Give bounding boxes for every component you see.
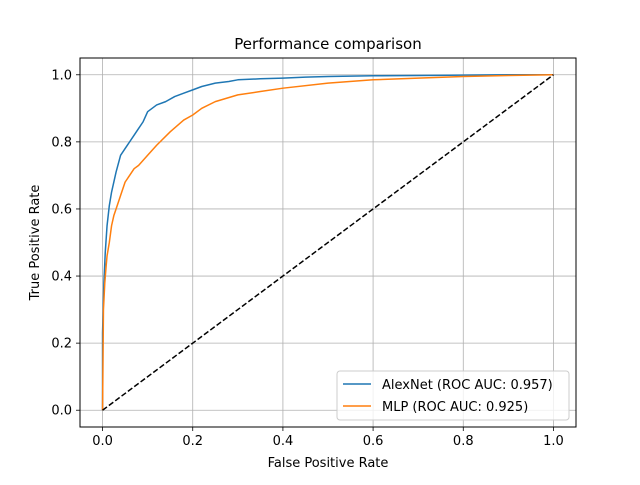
- axes-frame: [79, 57, 577, 428]
- x-axis-label: False Positive Rate: [268, 456, 389, 471]
- x-tick-label: 0.2: [182, 434, 203, 449]
- y-axis-label: True Positive Rate: [28, 185, 43, 302]
- x-tick-label: 0.0: [92, 434, 113, 449]
- y-tick-label: 0.4: [51, 270, 72, 285]
- ticks: 0.0 0.2 0.4 0.6 0.8 1.0 0.0 0.2 0.4 0.6 0.8 1.0: [51, 68, 563, 449]
- chance-diagonal-line: [102, 74, 554, 411]
- y-tick-label: 0.6: [51, 202, 72, 217]
- y-tick-label: 0.0: [51, 404, 72, 419]
- x-tick-label: 1.0: [543, 434, 564, 449]
- y-tick-label: 0.8: [51, 135, 72, 150]
- y-tick-label: 0.2: [51, 337, 72, 352]
- legend-box: [336, 370, 570, 421]
- legend-label-alexnet: AlexNet (ROC AUC: 0.957): [382, 378, 553, 393]
- x-tick-label: 0.6: [363, 434, 384, 449]
- grid: [80, 58, 576, 427]
- legend: AlexNet (ROC AUC: 0.957) MLP (ROC AUC: 0…: [336, 370, 570, 421]
- alexnet-roc-line: [101, 74, 554, 411]
- series-layer: [101, 74, 554, 411]
- mlp-roc-line: [101, 74, 554, 411]
- x-tick-label: 0.8: [453, 434, 474, 449]
- legend-label-mlp: MLP (ROC AUC: 0.925): [382, 400, 528, 415]
- y-tick-label: 1.0: [51, 68, 72, 83]
- chart-title: Performance comparison: [234, 35, 421, 53]
- x-tick-label: 0.4: [273, 434, 294, 449]
